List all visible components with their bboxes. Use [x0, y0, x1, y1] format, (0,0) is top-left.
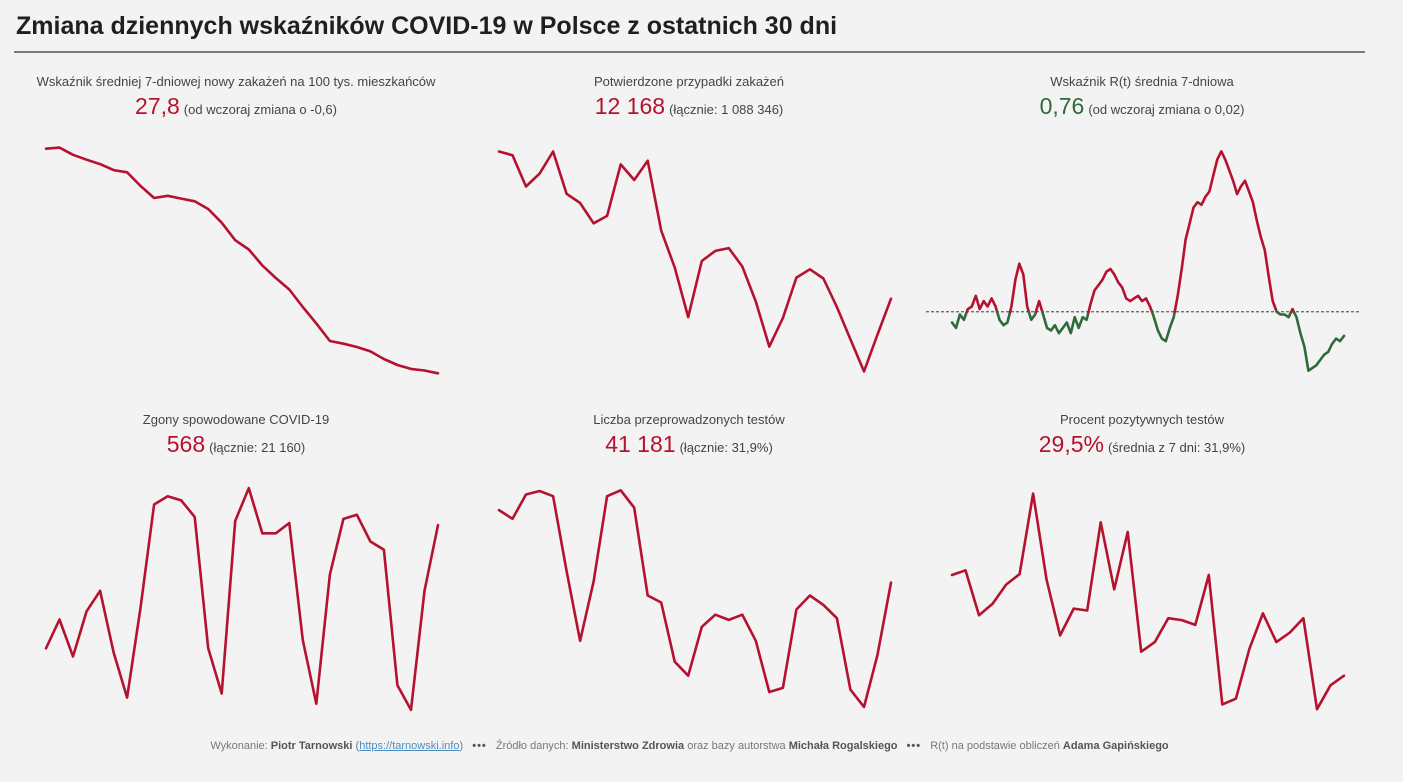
footer-separator: •••: [472, 740, 487, 752]
panel-positive-rate: Procent pozytywnych testów 29,5% (średnia…: [922, 412, 1362, 732]
panel-value-row: 41 181 (łącznie: 31,9%): [469, 430, 909, 462]
footer-rt-label: R(t) na podstawie obliczeń: [930, 740, 1060, 752]
series-line: [497, 150, 893, 373]
panel-title: Liczba przeprowadzonych testów: [593, 412, 785, 427]
panel-note: (łącznie: 21 160): [209, 440, 306, 455]
footer-rt-author: Adama Gapińskiego: [1062, 740, 1169, 752]
footer-source-mid: oraz bazy autorstwa: [687, 740, 786, 752]
series-line-below: [1292, 310, 1346, 372]
page-title: Zmiana dziennych wskaźników COVID-19 w P…: [16, 12, 838, 40]
footer-credits: Wykonanie: Piotr Tarnowski (https://tarn…: [210, 740, 1169, 752]
panel-title: Potwierdzone przypadki zakażeń: [593, 74, 785, 89]
series-line: [950, 492, 1346, 711]
series-line: [44, 486, 440, 712]
panel-value-row: 568 (łącznie: 21 160): [16, 430, 456, 462]
series-line-above: [1087, 267, 1154, 314]
series-line-below: [1041, 310, 1090, 335]
panel-value: 41 181: [605, 431, 676, 457]
chart-deaths: [44, 486, 440, 712]
panel-title: Procent pozytywnych testów: [1059, 412, 1225, 427]
panel-title: Wskaźnik R(t) średnia 7-dniowa: [1050, 74, 1234, 89]
panel-note: (łącznie: 31,9%): [679, 440, 773, 455]
series-line-above: [965, 294, 999, 314]
panel-value-row: 29,5% (średnia z 7 dni: 31,9%): [922, 430, 1362, 462]
panel-value-row: 12 168 (łącznie: 1 088 346): [469, 92, 909, 124]
chart-tests: [497, 488, 893, 709]
footer-source: Ministerstwo Zdrowia: [571, 740, 685, 752]
panel-note: (od wczoraj zmiana o -0,6): [183, 102, 337, 117]
series-line-above: [1034, 299, 1044, 314]
panel-value: 29,5%: [1038, 431, 1104, 457]
panel-deaths: Zgony spowodowane COVID-19 568 (łącznie: …: [16, 412, 456, 732]
panel-title: Wskaźnik średniej 7-dniowej nowy zakażeń…: [36, 74, 436, 89]
series-line-below: [995, 310, 1012, 327]
series-line-below: [950, 310, 969, 330]
footer-link[interactable]: https://tarnowski.info: [359, 740, 460, 752]
panel-value-row: 0,76 (od wczoraj zmiana o 0,02): [922, 92, 1362, 124]
panel-tests: Liczba przeprowadzonych testów 41 181 (łą…: [469, 412, 909, 732]
series-line: [497, 488, 893, 709]
chart-positive-rate: [950, 492, 1346, 711]
footer-separator: •••: [906, 740, 922, 752]
panel-value: 568: [166, 431, 206, 457]
panel-value: 0,76: [1039, 93, 1085, 119]
series-line-below: [1027, 310, 1038, 322]
footer-source2: Michała Rogalskiego: [788, 740, 898, 752]
panel-note: (łącznie: 1 088 346): [669, 102, 784, 117]
footer-source-label: Źródło danych:: [495, 740, 569, 752]
title-divider: [14, 51, 1365, 53]
panel-note: (od wczoraj zmiana o 0,02): [1088, 102, 1245, 117]
panel-value-row: 27,8 (od wczoraj zmiana o -0,6): [16, 92, 456, 124]
panel-incidence: Wskaźnik średniej 7-dniowej nowy zakażeń…: [16, 74, 456, 394]
series-line-below: [1275, 310, 1293, 319]
footer-made-label: Wykonanie:: [210, 740, 268, 752]
panel-note: (średnia z 7 dni: 31,9%): [1107, 440, 1246, 455]
panel-title: Zgony spowodowane COVID-19: [142, 412, 330, 427]
series-line-below: [1150, 310, 1176, 343]
panel-rt: Wskaźnik R(t) średnia 7-dniowa 0,76 (od w…: [922, 74, 1362, 394]
chart-incidence: [44, 146, 440, 375]
series-line-above: [1173, 149, 1279, 314]
panel-value: 12 168: [594, 93, 666, 119]
series-line-above: [1008, 262, 1031, 314]
panel-value: 27,8: [135, 93, 180, 119]
panel-confirmed-cases: Potwierdzone przypadki zakażeń 12 168 (łą…: [469, 74, 909, 394]
chart-rt: [926, 149, 1360, 372]
chart-confirmed-cases: [497, 150, 893, 373]
series-line: [44, 146, 440, 375]
footer-author: Piotr Tarnowski: [270, 740, 353, 752]
